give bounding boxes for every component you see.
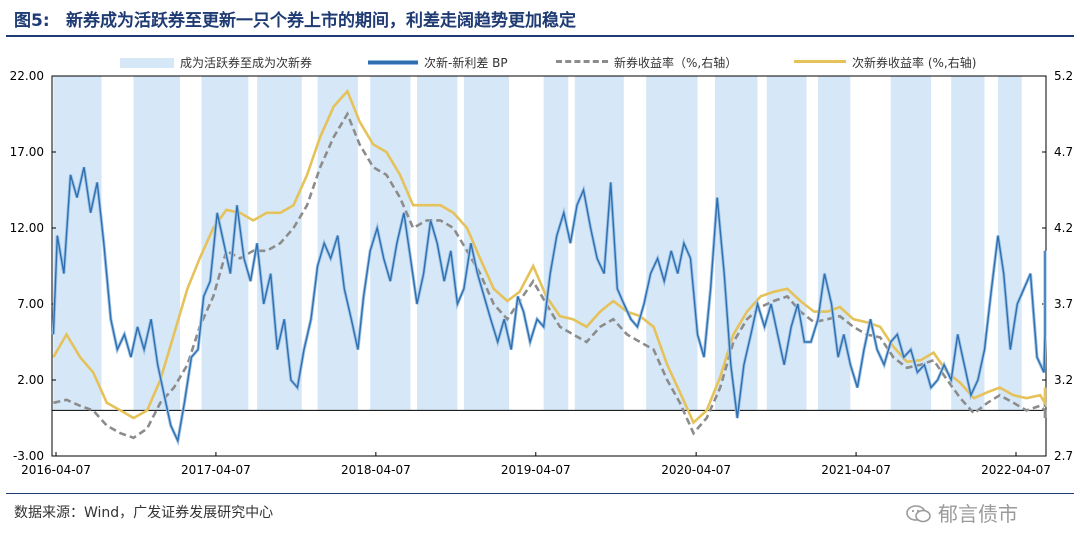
y-right-tick-label-0: 5.2 bbox=[1054, 69, 1073, 83]
shaded-period-9 bbox=[574, 76, 624, 411]
series-sub-yield-line bbox=[52, 88, 1047, 425]
legend-swatch-sub-yield bbox=[794, 60, 846, 63]
legend-label-sub-yield: 次新券收益率 (%,右轴) bbox=[852, 56, 977, 70]
x-tick-label-0: 2016-04-07 bbox=[21, 463, 91, 477]
y-right-tick-label-3: 3.7 bbox=[1054, 297, 1073, 311]
series-new-yield-line bbox=[53, 111, 1047, 440]
wechat-icon bbox=[906, 505, 931, 523]
y-left-tick-label-3: 7.00 bbox=[17, 297, 44, 311]
chart: 22.00 17.00 12.00 7.00 2.00 -3.00 5.2 4.7 4.2 3.7… bbox=[10, 69, 1073, 477]
y-right-tick-label-4: 3.2 bbox=[1054, 373, 1073, 387]
shaded-period-13 bbox=[817, 76, 851, 411]
shaded-period-5 bbox=[370, 76, 411, 411]
shaded-period-15 bbox=[951, 76, 985, 411]
source-divider bbox=[6, 493, 1074, 494]
y-right-tick-label-5: 2.7 bbox=[1054, 449, 1073, 463]
y-left-tick-label-4: 2.00 bbox=[17, 373, 44, 387]
x-tick-label-1: 2017-04-07 bbox=[181, 463, 251, 477]
shaded-period-0 bbox=[53, 76, 102, 411]
x-tick-label-6: 2022-04-07 bbox=[981, 463, 1051, 477]
y-left-tick-label-0: 22.00 bbox=[10, 69, 44, 83]
shaded-period-16 bbox=[998, 76, 1022, 411]
watermark-text: 郁言债市 bbox=[938, 502, 1018, 526]
y-left-tick-label-2: 12.00 bbox=[10, 221, 44, 235]
legend-swatch-spread bbox=[368, 60, 418, 65]
legend-swatch-shade bbox=[120, 58, 174, 68]
watermark: 郁言债市 bbox=[906, 498, 1018, 527]
x-tick-label-3: 2019-04-07 bbox=[501, 463, 571, 477]
title-bar: 图5: 新券成为活跃券至更新一只个券上市的期间，利差走阔趋势更加稳定 bbox=[0, 0, 1080, 37]
y-right-tick-label-1: 4.7 bbox=[1054, 145, 1073, 159]
legend-label-new-yield: 新券收益率（%,右轴） bbox=[614, 56, 738, 70]
y-right-tick-label-2: 4.2 bbox=[1054, 221, 1073, 235]
title-divider bbox=[6, 35, 1074, 37]
legend-label-spread: 次新-新利差 BP bbox=[424, 56, 508, 70]
series-spread-line bbox=[52, 167, 1046, 444]
x-tick-label-5: 2021-04-07 bbox=[821, 463, 891, 477]
source-note: 数据来源：Wind，广发证券发展研究中心 bbox=[14, 505, 274, 521]
y-left-tick-label-1: 17.00 bbox=[10, 145, 44, 159]
shaded-period-10 bbox=[646, 76, 698, 411]
legend-label-shade: 成为活跃券至成为次新券 bbox=[180, 56, 313, 70]
x-tick-label-4: 2020-04-07 bbox=[661, 463, 731, 477]
page-title: 新券成为活跃券至更新一只个券上市的期间，利差走阔趋势更加稳定 bbox=[66, 11, 576, 31]
y-left-tick-label-5: -3.00 bbox=[13, 449, 44, 463]
figure-label: 图5: bbox=[14, 11, 50, 31]
x-tick-label-2: 2018-04-07 bbox=[341, 463, 411, 477]
legend-swatch-new-yield bbox=[556, 60, 608, 63]
chart-legend: 成为活跃券至成为次新券 次新-新利差 BP 新券收益率（%,右轴） 次新券收益率… bbox=[0, 54, 1080, 72]
